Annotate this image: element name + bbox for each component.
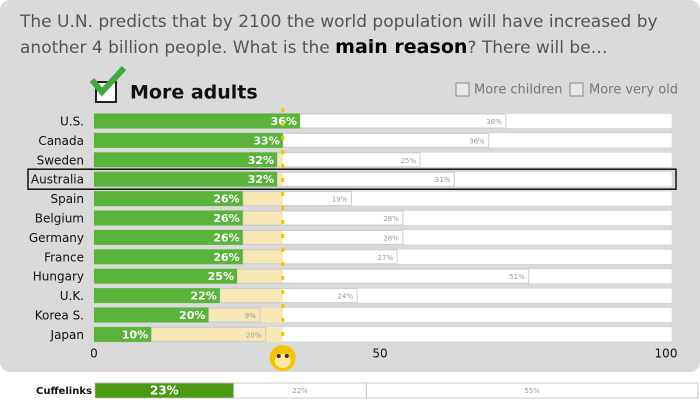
value-label: 36% bbox=[486, 118, 502, 126]
question-text: The U.N. predicts that by 2100 the world… bbox=[20, 12, 658, 58]
value-label: 28% bbox=[383, 215, 399, 223]
category-label: Australia bbox=[31, 173, 84, 187]
value-label: 32% bbox=[248, 154, 274, 167]
answer-option[interactable]: More very old bbox=[589, 83, 678, 98]
bar bbox=[94, 268, 237, 284]
checkbox[interactable] bbox=[455, 82, 470, 97]
category-label: U.S. bbox=[60, 115, 84, 129]
value-label: 20% bbox=[246, 331, 262, 339]
chimp-eye bbox=[276, 354, 281, 358]
value-label: 33% bbox=[253, 134, 279, 147]
value-label: 51% bbox=[509, 273, 525, 281]
bar bbox=[94, 113, 300, 129]
check-mark bbox=[89, 65, 127, 97]
category-label: France bbox=[44, 250, 84, 264]
bar bbox=[94, 191, 243, 207]
x-tick-label: 100 bbox=[655, 347, 678, 361]
value-label: 36% bbox=[271, 115, 297, 128]
bar bbox=[94, 288, 220, 304]
value-label: 22% bbox=[190, 290, 216, 303]
value-label: 32% bbox=[248, 173, 274, 186]
value-label: 20% bbox=[179, 309, 205, 322]
answer-option[interactable]: More adults bbox=[130, 82, 258, 104]
category-label: Canada bbox=[38, 134, 84, 148]
category-label: Korea S. bbox=[35, 309, 84, 323]
chimp-eye bbox=[284, 354, 289, 358]
bar bbox=[94, 171, 278, 187]
highlight-box bbox=[27, 168, 677, 190]
bar bbox=[94, 307, 209, 323]
value-label: 9% bbox=[245, 312, 256, 320]
value-label: 26% bbox=[213, 212, 239, 225]
question: The U.N. predicts that by 2100 the world… bbox=[20, 10, 690, 61]
summary-value-label: 22% bbox=[292, 387, 308, 395]
question-emphasis: main reason bbox=[335, 36, 468, 58]
value-label: 25% bbox=[208, 270, 234, 283]
bar bbox=[94, 229, 243, 245]
answer-option[interactable]: More children bbox=[474, 83, 563, 98]
value-label: 27% bbox=[378, 254, 394, 262]
summary-segment bbox=[365, 382, 699, 399]
summary-value-label: 55% bbox=[524, 387, 540, 395]
bar bbox=[94, 132, 283, 148]
category-label: Hungary bbox=[33, 270, 84, 284]
x-tick-label: 50 bbox=[372, 347, 387, 361]
value-label: 25% bbox=[400, 157, 416, 165]
category-label: Sweden bbox=[37, 153, 84, 167]
value-label: 26% bbox=[213, 251, 239, 264]
question-text: ? There will be… bbox=[467, 38, 608, 58]
bar bbox=[94, 249, 243, 265]
x-tick-label: 0 bbox=[90, 347, 98, 361]
bar-segment bbox=[276, 152, 421, 168]
bar-segment bbox=[299, 113, 507, 129]
value-label: 26% bbox=[213, 231, 239, 244]
summary-value-label: 23% bbox=[150, 384, 179, 398]
category-label: Spain bbox=[50, 192, 84, 206]
summary-label: Cuffelinks bbox=[36, 386, 92, 397]
value-label: 10% bbox=[122, 328, 148, 341]
value-label: 19% bbox=[332, 196, 348, 204]
category-label: U.K. bbox=[60, 289, 84, 303]
bar bbox=[94, 210, 243, 226]
value-label: 28% bbox=[383, 234, 399, 242]
category-label: Japan bbox=[50, 328, 84, 342]
value-label: 24% bbox=[338, 293, 354, 301]
category-label: Germany bbox=[29, 231, 84, 245]
value-label: 36% bbox=[469, 137, 485, 145]
category-label: Belgium bbox=[35, 212, 84, 226]
checkbox[interactable] bbox=[569, 82, 584, 97]
bar bbox=[94, 152, 278, 168]
bar bbox=[94, 326, 152, 342]
value-label: 31% bbox=[435, 176, 451, 184]
value-label: 26% bbox=[213, 193, 239, 206]
bar-segment bbox=[276, 171, 455, 187]
